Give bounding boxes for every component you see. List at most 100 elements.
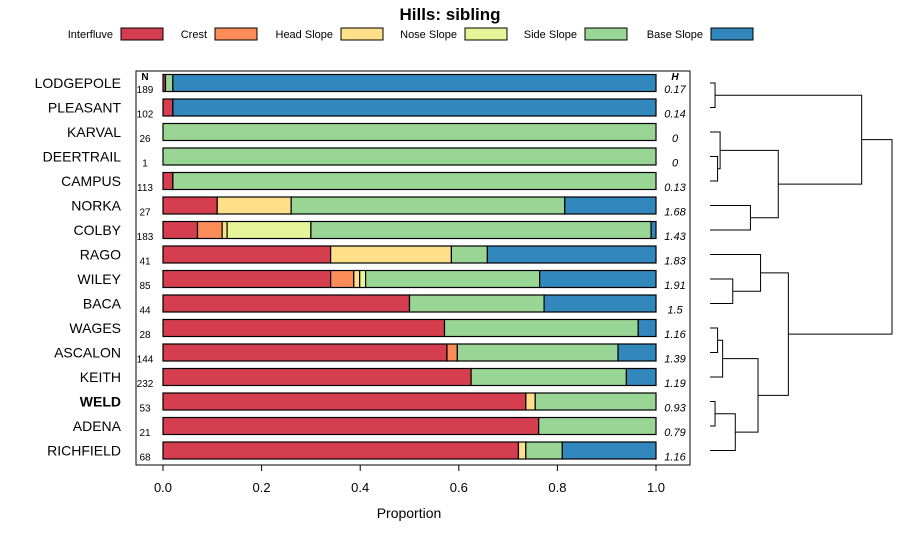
h-value: 1.83 xyxy=(664,256,686,268)
n-value: 44 xyxy=(139,306,151,317)
n-value: 113 xyxy=(137,183,153,194)
n-value: 232 xyxy=(137,379,154,390)
row-label: WELD xyxy=(80,394,121,410)
x-tick-label: 0.2 xyxy=(253,480,271,495)
n-value: 27 xyxy=(139,208,151,219)
dendrogram-link xyxy=(722,358,759,433)
row-label: KEITH xyxy=(80,369,121,385)
bar-segment xyxy=(330,245,453,264)
legend-swatch xyxy=(710,27,754,41)
category-row: CAMPUS 113 0.13 xyxy=(61,171,687,194)
legend-swatch xyxy=(340,27,384,41)
dendrogram-link xyxy=(710,205,751,231)
n-value: 1 xyxy=(142,159,148,170)
n-value: 26 xyxy=(139,134,151,145)
h-value: 0.17 xyxy=(664,84,686,96)
bar-segment xyxy=(216,196,292,215)
bar-segment xyxy=(359,269,367,289)
row-label: PLEASANT xyxy=(48,100,122,116)
bar-segment xyxy=(162,367,472,387)
bar-segment xyxy=(162,441,520,460)
h-value: 1.43 xyxy=(664,231,686,243)
bar-segment xyxy=(617,343,657,362)
row-label: DEERTRAIL xyxy=(43,149,122,165)
dendrogram-link xyxy=(710,82,716,108)
dendrogram-link xyxy=(715,94,863,185)
category-row: PLEASANT 102 0.14 xyxy=(48,98,686,121)
h-value: 1.68 xyxy=(664,207,686,219)
legend-label: Side Slope xyxy=(524,29,577,41)
bar-segment xyxy=(172,73,657,93)
h-value: 0.79 xyxy=(664,427,685,439)
h-value: 0.93 xyxy=(664,403,686,415)
row-label: ASCALON xyxy=(54,345,121,361)
n-value: 102 xyxy=(137,110,154,121)
n-value: 28 xyxy=(139,330,151,341)
h-value: 0.13 xyxy=(664,182,686,194)
row-label: WILEY xyxy=(77,271,121,287)
legend-label: Head Slope xyxy=(276,29,334,41)
n-value: 21 xyxy=(139,428,151,439)
bar-segment xyxy=(172,171,657,191)
dendrogram-link xyxy=(710,327,719,353)
category-row: RICHFIELD 68 1.16 xyxy=(47,441,687,464)
h-value: 0.14 xyxy=(664,109,685,121)
bar-segment xyxy=(162,147,657,166)
bar-segment xyxy=(525,392,536,411)
n-value: 144 xyxy=(137,355,154,366)
chart-title: Hills: sibling xyxy=(399,5,500,24)
dendrogram-link xyxy=(788,139,893,335)
bar-segment xyxy=(534,392,657,411)
bar-segment xyxy=(561,441,657,460)
category-row: COLBY 183 1.43 xyxy=(74,220,687,243)
category-row: DEERTRAIL 1 0 xyxy=(43,147,679,170)
row-label: NORKA xyxy=(71,198,121,214)
category-row: ASCALON 144 1.39 xyxy=(54,343,686,366)
row-label: WAGES xyxy=(69,320,121,336)
dendrogram-link xyxy=(710,401,716,427)
rows: LODGEPOLE 189 0.17 PLEASANT 102 0.14 KARVAL 26 0… xyxy=(35,73,687,464)
bar-segment xyxy=(162,220,199,240)
bar-segment xyxy=(162,122,657,142)
category-row: KEITH 232 1.19 xyxy=(80,367,686,390)
row-label: RAGO xyxy=(80,247,121,263)
n-header: N xyxy=(141,72,148,83)
bar-segment xyxy=(486,245,657,264)
n-value: 85 xyxy=(139,281,151,292)
bar-segment xyxy=(637,318,657,338)
x-tick-label: 0.8 xyxy=(548,480,566,495)
bar-segment xyxy=(196,220,223,240)
x-axis-title: Proportion xyxy=(377,505,442,521)
n-value: 53 xyxy=(139,404,151,415)
bar-segment xyxy=(162,245,332,264)
bar-segment xyxy=(162,98,174,117)
bar-segment xyxy=(172,98,657,117)
bar-segment xyxy=(443,318,639,338)
bar-segment xyxy=(221,220,228,240)
category-row: WELD 53 0.93 xyxy=(80,392,687,415)
h-header: H xyxy=(671,72,679,83)
x-tick-label: 0.4 xyxy=(351,480,369,495)
bar-segment xyxy=(330,269,355,289)
h-value: 1.16 xyxy=(664,329,686,341)
row-label: KARVAL xyxy=(67,124,121,140)
h-value: 1.5 xyxy=(667,305,683,317)
bar-segment xyxy=(162,196,218,215)
dendrogram xyxy=(710,82,893,451)
category-row: RAGO 41 1.83 xyxy=(80,245,687,268)
bar-segment xyxy=(446,343,458,362)
bar-segment xyxy=(539,269,657,289)
category-row: LODGEPOLE 189 0.17 xyxy=(35,73,687,96)
bar-segment xyxy=(408,294,545,313)
x-tick-label: 0.0 xyxy=(154,480,172,495)
h-value: 1.16 xyxy=(664,452,686,464)
bar-segment xyxy=(365,269,541,289)
row-label: BACA xyxy=(83,296,122,312)
row-label: ADENA xyxy=(73,418,122,434)
bar-segment xyxy=(162,171,174,191)
category-row: NORKA 27 1.68 xyxy=(71,196,687,219)
bar-segment xyxy=(162,392,527,411)
category-row: WILEY 85 1.91 xyxy=(77,269,686,292)
dendrogram-link xyxy=(710,339,724,378)
